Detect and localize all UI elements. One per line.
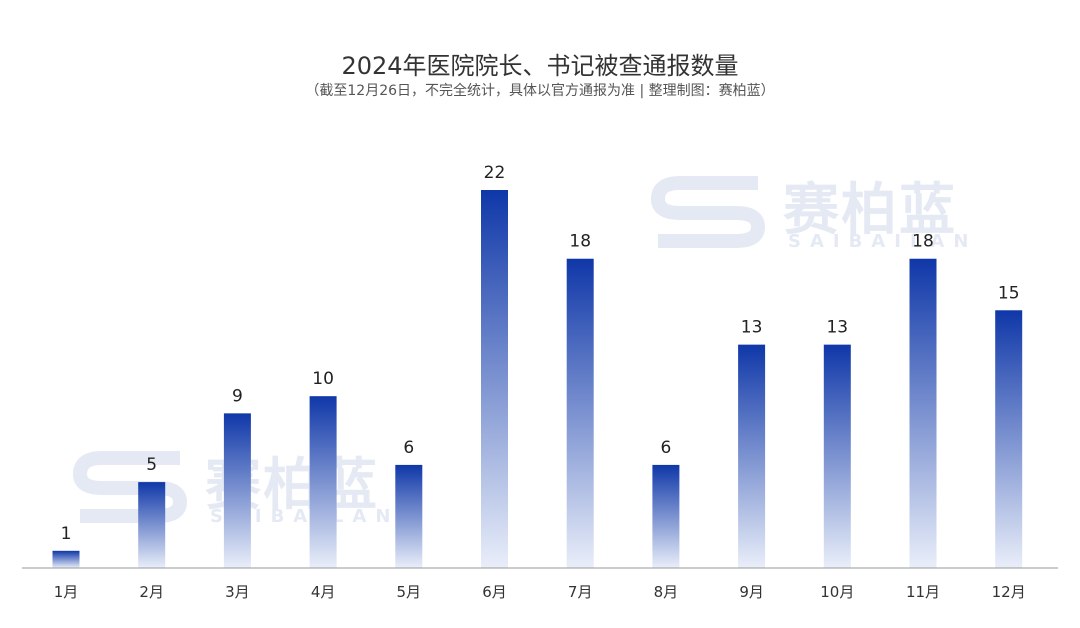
x-tick-label-7: 7月 <box>568 583 593 601</box>
bar-7 <box>566 258 594 568</box>
chart-subtitle: （截至12月26日，不完全统计，具体以官方通报为准 | 整理制图：赛柏蓝） <box>305 83 775 99</box>
bar-3 <box>223 413 251 568</box>
x-tick-label-4: 4月 <box>311 583 336 601</box>
x-tick-label-8: 8月 <box>654 583 679 601</box>
watermark-text: 赛柏蓝 <box>783 178 957 243</box>
bar-5 <box>395 464 423 568</box>
bar-6 <box>481 190 508 568</box>
bar-10 <box>823 344 851 568</box>
bar-11 <box>909 258 937 568</box>
watermark-s-icon <box>650 176 766 248</box>
data-label-5: 6 <box>403 438 414 458</box>
data-label-11: 18 <box>912 232 934 252</box>
watermark-s-icon <box>72 451 188 523</box>
bar-9 <box>738 344 766 568</box>
data-label-9: 13 <box>741 318 763 338</box>
x-tick-label-3: 3月 <box>225 583 250 601</box>
watermark-subtext: SAIBAILAN <box>210 506 400 527</box>
x-tick-label-1: 1月 <box>54 583 79 601</box>
x-tick-label-10: 10月 <box>820 583 854 601</box>
data-label-6: 22 <box>484 163 506 183</box>
data-label-7: 18 <box>569 232 591 252</box>
x-tick-label-5: 5月 <box>397 583 422 601</box>
bar-1 <box>52 550 80 568</box>
data-label-8: 6 <box>660 438 671 458</box>
data-label-12: 15 <box>998 283 1020 303</box>
x-tick-label-9: 9月 <box>739 583 764 601</box>
x-tick-label-11: 11月 <box>906 583 940 601</box>
x-tick-label-12: 12月 <box>992 583 1026 601</box>
data-label-1: 1 <box>61 524 72 544</box>
data-label-2: 5 <box>146 455 157 475</box>
x-tick-label-2: 2月 <box>139 583 164 601</box>
data-label-3: 9 <box>232 386 243 406</box>
chart-title: 2024年医院院长、书记被查通报数量 <box>341 52 739 80</box>
bar-4 <box>309 396 337 568</box>
data-label-4: 10 <box>312 369 334 389</box>
bar-12 <box>995 310 1023 568</box>
x-tick-label-6: 6月 <box>482 583 507 601</box>
bar-2 <box>138 482 166 568</box>
watermark-subtext: SAIBAILAN <box>788 231 978 252</box>
bar-8 <box>652 464 680 568</box>
data-label-10: 13 <box>826 318 848 338</box>
